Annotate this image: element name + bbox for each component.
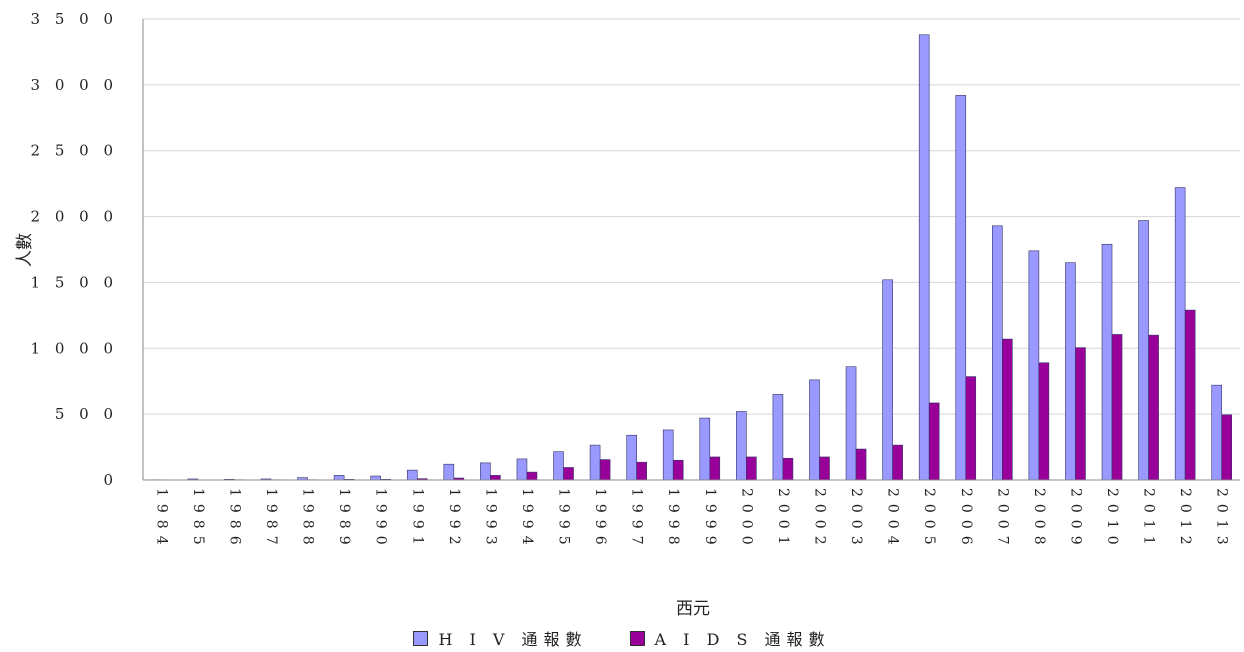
- x-tick-label: 1994: [519, 488, 535, 552]
- bar-hiv-1992: [443, 463, 455, 481]
- bar-aids-1997: [636, 461, 647, 481]
- bar-aids-2007: [1002, 338, 1013, 481]
- x-tick-label: 2001: [775, 488, 791, 552]
- y-tick-label: 1 0 0 0: [31, 339, 118, 357]
- x-tick-labels: 1984 1985 1986 1987 1988 1989 1990 1991 1992 1993…: [153, 488, 1229, 552]
- legend-item-hiv: H I V 通報數: [413, 626, 587, 650]
- bar-hiv-1998: [662, 429, 674, 481]
- x-tick-label: 2003: [848, 488, 864, 552]
- legend-swatch-aids: [629, 630, 645, 646]
- y-tick-label: 0: [103, 471, 118, 489]
- bars: [150, 34, 1233, 481]
- bar-hiv-2002: [809, 379, 820, 481]
- bar-hiv-1999: [699, 417, 711, 481]
- y-tick-label: 2 0 0 0: [31, 208, 118, 226]
- x-tick-label: 2005: [921, 488, 937, 552]
- x-tick-label: 1988: [300, 488, 316, 552]
- bar-aids-1998: [672, 459, 684, 481]
- x-tick-label: 1984: [153, 488, 169, 552]
- bar-aids-1993: [490, 475, 501, 481]
- x-tick-label: 2008: [1031, 488, 1047, 552]
- x-tick-label: 2000: [738, 488, 754, 552]
- x-tick-label: 1997: [629, 488, 645, 552]
- bar-aids-2012: [1184, 309, 1196, 481]
- x-tick-label: 1987: [263, 488, 279, 552]
- bar-aids-2009: [1075, 347, 1086, 481]
- bar-hiv-1997: [626, 434, 637, 481]
- x-tick-label: 1991: [409, 488, 425, 552]
- bar-hiv-2009: [1065, 262, 1076, 481]
- bar-hiv-2011: [1138, 220, 1149, 481]
- bar-chart: 0 5 0 0 1 0 0 0 1 5 0 0 2 0 0 0 2 5 0 0 3 0 0 …: [15, 10, 1240, 619]
- bar-hiv-2012: [1174, 187, 1186, 481]
- x-tick-label: 2007: [994, 488, 1010, 552]
- x-tick-label: 1989: [336, 488, 352, 552]
- bar-aids-2010: [1111, 334, 1123, 481]
- bar-aids-2013: [1221, 414, 1233, 481]
- bar-aids-2000: [746, 456, 757, 481]
- legend-swatch-hiv: [413, 630, 429, 646]
- bar-aids-2002: [819, 456, 830, 481]
- y-tick-label: 3 5 0 0: [31, 10, 118, 28]
- y-axis-title: 人數: [15, 233, 35, 267]
- x-tick-label: 1996: [592, 488, 608, 552]
- y-tick-label: 1 5 0 0: [31, 273, 118, 291]
- x-tick-label: 1986: [226, 488, 242, 552]
- bar-hiv-1991: [406, 469, 418, 481]
- x-tick-label: 2010: [1104, 488, 1120, 552]
- y-tick-label: 5 0 0: [55, 405, 118, 423]
- bar-aids-2006: [965, 376, 977, 481]
- bar-aids-1994: [526, 471, 538, 481]
- bar-aids-2004: [892, 444, 903, 481]
- bar-aids-2011: [1148, 334, 1159, 481]
- bar-hiv-1990: [370, 475, 381, 481]
- legend: H I V 通報數 A I D S 通報數: [0, 626, 1244, 650]
- bar-aids-2001: [782, 457, 794, 481]
- bar-hiv-1995: [553, 451, 564, 481]
- bar-hiv-2000: [736, 411, 747, 481]
- x-tick-label: 2006: [958, 488, 974, 552]
- bar-hiv-2001: [772, 394, 784, 481]
- bar-hiv-2007: [992, 225, 1003, 481]
- gridlines: [143, 18, 1240, 415]
- legend-label-hiv: H I V 通報數: [438, 630, 588, 649]
- x-tick-label: 2009: [1067, 488, 1083, 552]
- bar-aids-1995: [563, 467, 574, 481]
- bar-hiv-2013: [1211, 384, 1223, 481]
- y-tick-label: 2 5 0 0: [31, 142, 118, 160]
- bar-hiv-2005: [918, 34, 930, 481]
- x-tick-label: 1985: [190, 488, 206, 552]
- bar-aids-1996: [599, 459, 611, 481]
- x-tick-label: 2012: [1177, 488, 1193, 552]
- bar-hiv-2010: [1101, 243, 1113, 481]
- x-tick-label: 1999: [702, 488, 718, 552]
- x-tick-label: 2002: [811, 488, 827, 552]
- y-tick-labels: 0 5 0 0 1 0 0 0 1 5 0 0 2 0 0 0 2 5 0 0 3 0 0 …: [31, 10, 118, 489]
- bar-hiv-2006: [955, 95, 967, 481]
- legend-item-aids: A I D S 通報數: [629, 626, 831, 650]
- x-tick-label: 1995: [556, 488, 572, 552]
- x-tick-label: 2011: [1141, 488, 1157, 552]
- x-axis-title: 西元: [676, 599, 710, 619]
- bar-hiv-2003: [845, 366, 857, 481]
- x-tick-label: 1990: [373, 488, 389, 552]
- x-tick-label: 2013: [1214, 488, 1230, 552]
- y-tick-label: 3 0 0 0: [31, 76, 118, 94]
- bar-hiv-2008: [1028, 250, 1040, 481]
- legend-label-aids: A I D S 通報數: [654, 630, 831, 649]
- bar-hiv-1996: [589, 444, 601, 481]
- bar-hiv-1993: [480, 462, 491, 481]
- x-tick-label: 2004: [885, 488, 901, 552]
- bar-hiv-1989: [333, 475, 345, 481]
- bar-hiv-2004: [882, 279, 893, 481]
- x-tick-label: 1992: [446, 488, 462, 552]
- bar-aids-2005: [928, 402, 940, 481]
- x-tick-label: 1993: [482, 488, 498, 552]
- x-tick-label: 1998: [665, 488, 681, 552]
- bar-aids-1999: [709, 456, 721, 481]
- bar-hiv-1994: [516, 458, 528, 481]
- bar-aids-2008: [1038, 362, 1050, 481]
- bar-aids-2003: [855, 448, 867, 481]
